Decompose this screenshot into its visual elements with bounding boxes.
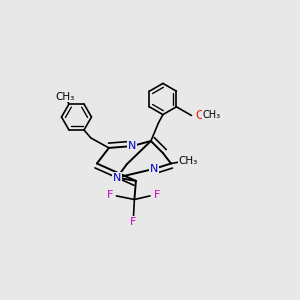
Text: CH₃: CH₃ xyxy=(55,92,74,102)
Text: F: F xyxy=(153,190,160,200)
Text: N: N xyxy=(150,164,158,174)
Text: N: N xyxy=(128,141,136,151)
Text: F: F xyxy=(130,217,137,227)
Text: N: N xyxy=(113,172,121,183)
Text: CH₃: CH₃ xyxy=(203,110,221,121)
Text: O: O xyxy=(195,109,204,122)
Text: CH₃: CH₃ xyxy=(179,155,198,166)
Text: F: F xyxy=(106,190,113,200)
